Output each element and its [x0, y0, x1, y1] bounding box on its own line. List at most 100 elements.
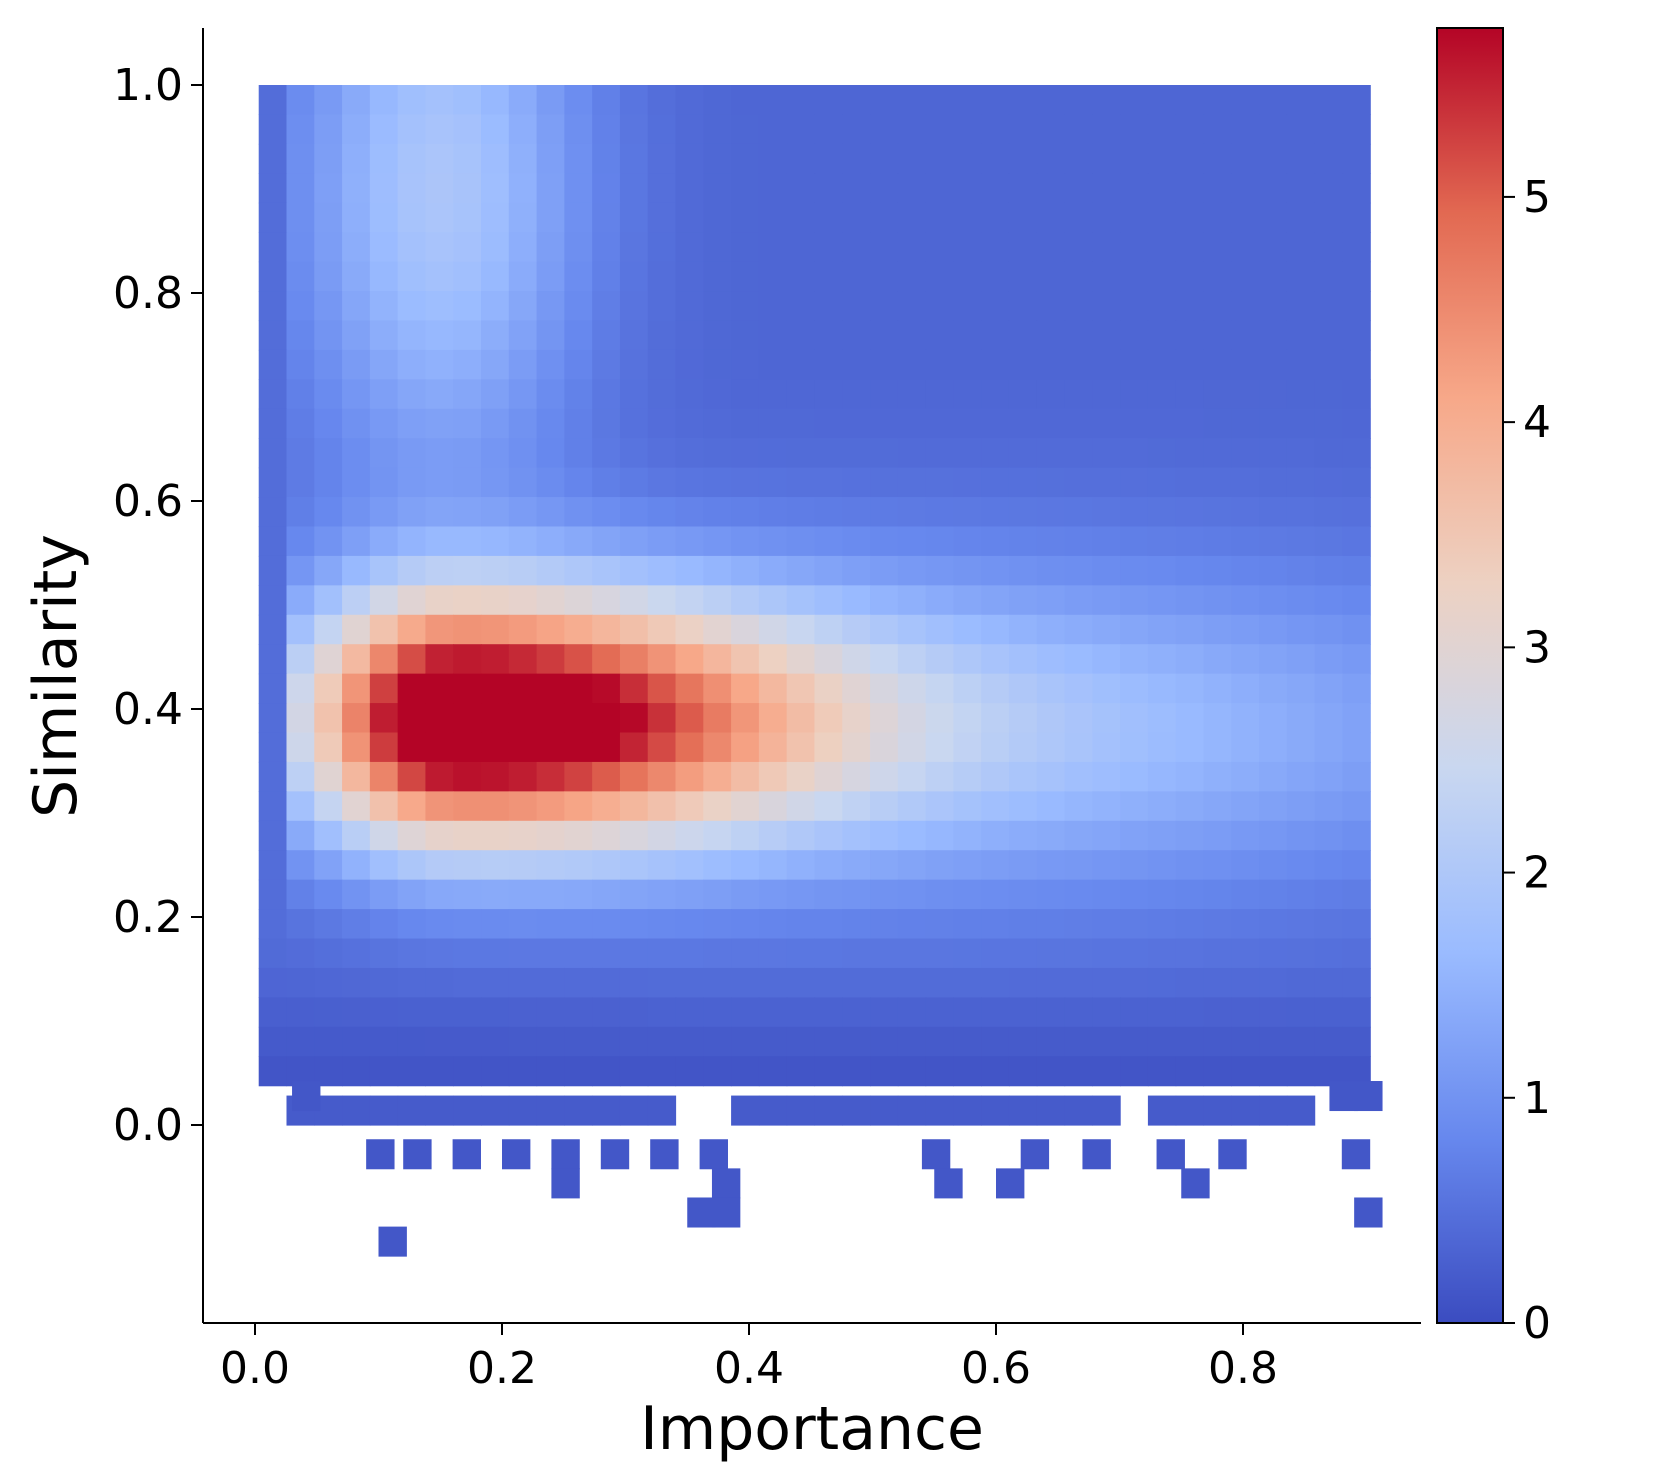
heatmap-cell — [897, 938, 927, 969]
heatmap-cell — [1092, 408, 1121, 439]
heatmap-cell — [1147, 555, 1177, 586]
heatmap-cell — [481, 408, 510, 439]
heatmap-cell — [369, 232, 399, 263]
heatmap-cell — [314, 879, 343, 910]
heatmap-cell — [1092, 879, 1121, 910]
heatmap-cell — [1175, 467, 1205, 498]
heatmap-cell — [1120, 850, 1149, 881]
heatmap-cell — [619, 497, 649, 528]
heatmap-cell — [397, 909, 427, 940]
heatmap-cell — [1286, 1056, 1316, 1087]
heatmap-cell — [1092, 732, 1121, 763]
heatmap-cell — [981, 85, 1010, 116]
heatmap-cell — [786, 967, 816, 998]
heatmap-cell — [731, 143, 760, 174]
heatmap-cell — [425, 320, 454, 351]
heatmap-cell — [286, 85, 315, 116]
heatmap-cell — [342, 85, 371, 116]
heatmap-cell — [1286, 526, 1316, 557]
heatmap-cell — [1354, 1081, 1383, 1112]
heatmap-cell — [758, 261, 788, 292]
heatmap-cell — [1259, 879, 1288, 910]
heatmap-cell — [453, 644, 482, 675]
heatmap-cell — [314, 732, 343, 763]
heatmap-cell — [1314, 761, 1344, 792]
heatmap-cell — [1036, 173, 1066, 204]
heatmap-cell — [1036, 467, 1066, 498]
heatmap-cell — [1259, 555, 1288, 586]
heatmap-cell — [814, 1095, 843, 1126]
heatmap-cell — [758, 997, 788, 1028]
heatmap-cell — [786, 1026, 816, 1057]
heatmap-cell — [1156, 1139, 1185, 1170]
heatmap-cell — [1286, 938, 1316, 969]
heatmap-cell — [1120, 526, 1149, 557]
heatmap-cell — [897, 438, 927, 469]
heatmap-cell — [508, 232, 538, 263]
heatmap-cell — [397, 555, 427, 586]
heatmap-cell — [1231, 997, 1260, 1028]
heatmap-cell — [1092, 967, 1121, 998]
heatmap-cell — [1092, 379, 1121, 410]
heatmap-cell — [1342, 555, 1371, 586]
heatmap-cell — [481, 320, 510, 351]
heatmap-cell — [1120, 909, 1149, 940]
heatmap-cell — [953, 791, 982, 822]
heatmap-cell — [1203, 585, 1232, 616]
heatmap-cell — [1231, 114, 1260, 145]
heatmap-cell — [536, 438, 565, 469]
heatmap-cell — [675, 379, 704, 410]
heatmap-cell — [1259, 967, 1288, 998]
heatmap-cell — [699, 1139, 728, 1170]
heatmap-cell — [397, 320, 427, 351]
heatmap-cell — [925, 820, 954, 851]
heatmap-cell — [619, 526, 649, 557]
x-tick-label: 0.6 — [961, 1343, 1031, 1394]
heatmap-cell — [786, 761, 816, 792]
heatmap-cell — [1231, 703, 1260, 734]
heatmap-cell — [369, 408, 399, 439]
heatmap-cell — [921, 1139, 951, 1170]
heatmap-cell — [897, 820, 927, 851]
heatmap-cell — [1064, 1026, 1093, 1057]
heatmap-cell — [286, 438, 315, 469]
heatmap-cell — [619, 408, 649, 439]
heatmap-cell — [1329, 1081, 1358, 1112]
heatmap-cell — [369, 732, 399, 763]
heatmap-cell — [675, 1026, 704, 1057]
heatmap-cell — [842, 644, 871, 675]
heatmap-cell — [675, 85, 704, 116]
heatmap-cell — [342, 820, 371, 851]
heatmap-cell — [758, 438, 788, 469]
heatmap-cell — [1286, 85, 1316, 116]
heatmap-cell — [342, 879, 371, 910]
heatmap-cell — [675, 967, 704, 998]
heatmap-cell — [425, 408, 454, 439]
heatmap-cell — [592, 85, 621, 116]
heatmap-cell — [592, 526, 621, 557]
heatmap-cell — [786, 820, 816, 851]
heatmap-cell — [508, 261, 538, 292]
heatmap-cell — [953, 497, 982, 528]
heatmap-cell — [397, 761, 427, 792]
heatmap-cell — [1147, 497, 1177, 528]
y-tick-label: 0.0 — [113, 1100, 183, 1151]
heatmap-cell — [1036, 497, 1066, 528]
heatmap-cell — [536, 614, 565, 645]
heatmap-cell — [508, 114, 538, 145]
heatmap-cell — [342, 938, 371, 969]
heatmap-cell — [536, 585, 565, 616]
heatmap-cell — [1259, 732, 1288, 763]
heatmap-cell — [675, 114, 704, 145]
heatmap-cell — [981, 820, 1010, 851]
heatmap-cell — [925, 585, 954, 616]
heatmap-cell — [786, 1056, 816, 1087]
heatmap-cell — [925, 703, 954, 734]
heatmap-cell — [258, 526, 288, 557]
heatmap-cell — [425, 173, 454, 204]
heatmap-cell — [703, 879, 732, 910]
heatmap-cell — [731, 349, 760, 380]
heatmap-cell — [1064, 997, 1093, 1028]
heatmap-cell — [953, 467, 982, 498]
heatmap-cell — [453, 850, 482, 881]
